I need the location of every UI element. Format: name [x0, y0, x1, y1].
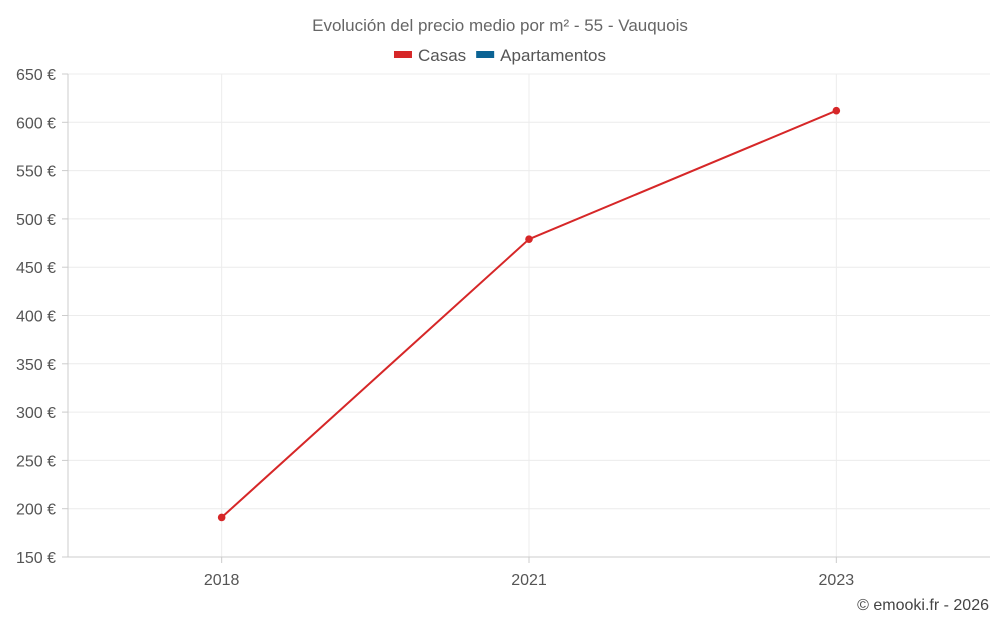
y-tick-label: 650 €: [16, 67, 56, 84]
y-tick-label: 150 €: [16, 550, 56, 567]
legend-label-casas: Casas: [418, 46, 466, 65]
chart-title: Evolución del precio medio por m² - 55 -…: [312, 16, 688, 35]
y-tick-label: 350 €: [16, 357, 56, 374]
y-tick-label: 200 €: [16, 502, 56, 519]
legend-swatch-casas: [393, 51, 412, 58]
grid: [68, 73, 990, 558]
x-axis: 2018 2021 2023: [68, 556, 990, 589]
y-tick-label: 250 €: [16, 453, 56, 470]
y-tick-label: 550 €: [16, 164, 56, 181]
y-tick-label: 400 €: [16, 309, 56, 326]
y-tick-label: 450 €: [16, 260, 56, 277]
y-tick-label: 300 €: [16, 405, 56, 422]
y-tick-label: 500 €: [16, 212, 56, 229]
legend-label-apartamentos: Apartamentos: [500, 46, 606, 65]
legend-swatch-apartamentos: [476, 51, 495, 58]
y-axis: 150 € 200 € 250 € 300 € 350 € 400 € 450 € 500 €…: [16, 67, 69, 567]
data-point-casas-2023: [832, 106, 841, 115]
credit-text: © emooki.fr - 2026: [857, 597, 989, 614]
data-point-casas-2021: [525, 235, 533, 243]
data-point-casas-2018: [217, 513, 226, 522]
x-tick-label: 2018: [204, 572, 240, 589]
x-tick-label: 2021: [511, 572, 547, 589]
y-tick-label: 600 €: [16, 115, 56, 132]
x-tick-label: 2023: [819, 572, 855, 589]
legend: Casas Apartamentos: [393, 46, 606, 65]
series-layer: [217, 106, 841, 522]
